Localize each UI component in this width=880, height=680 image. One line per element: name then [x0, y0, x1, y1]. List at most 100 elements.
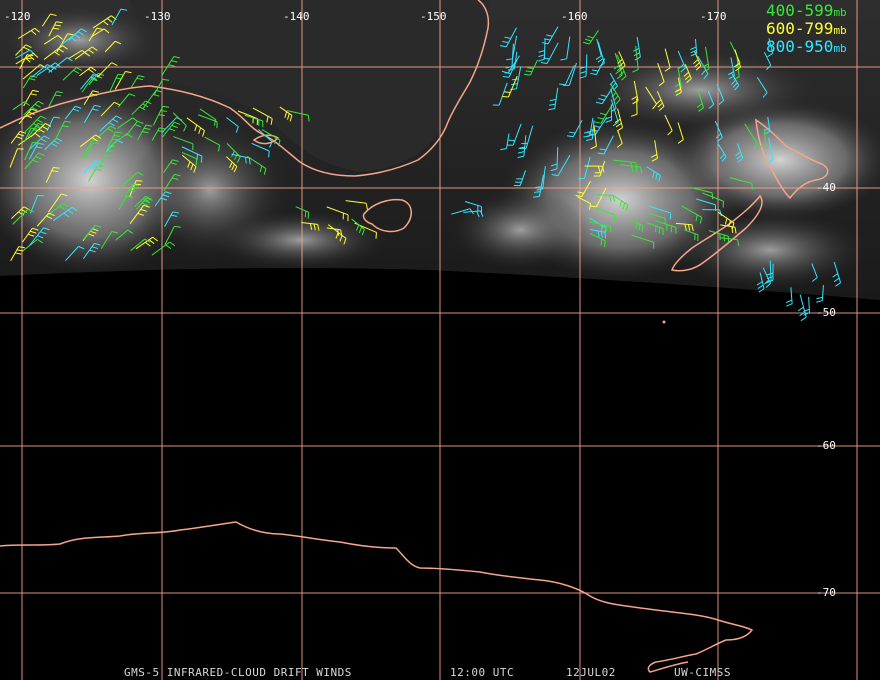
wind-barb-feather	[600, 224, 603, 231]
wind-barb	[538, 174, 544, 197]
wind-barb	[231, 153, 250, 159]
wind-barb	[596, 194, 614, 196]
wind-barb	[730, 57, 735, 76]
wind-barb	[109, 74, 119, 92]
wind-barb-feather	[111, 62, 118, 66]
wind-barb	[519, 170, 526, 186]
wind-barb-feather	[142, 131, 149, 134]
wind-barb	[226, 117, 239, 128]
wind-barb-feather	[127, 229, 134, 234]
wind-barb	[589, 232, 606, 242]
wind-barb-feather	[715, 133, 722, 139]
wind-barb	[697, 89, 705, 108]
lat-label: -40	[816, 181, 836, 194]
wind-barb-feather	[733, 76, 740, 80]
wind-barb	[181, 151, 197, 160]
wind-barb	[153, 79, 164, 96]
wind-barb-feather	[680, 67, 686, 73]
wind-barb	[246, 155, 267, 169]
wind-barb	[82, 243, 95, 260]
wind-barb-feather	[728, 220, 731, 227]
wind-barb-feather	[62, 45, 68, 50]
wind-barb-feather	[56, 91, 63, 94]
wind-barb-feather	[173, 55, 181, 59]
wind-barb	[130, 75, 139, 88]
wind-barb-feather	[165, 244, 172, 250]
wind-barb-feather	[598, 98, 605, 101]
wind-barb	[81, 139, 94, 159]
wind-barb	[74, 46, 93, 60]
wind-barb	[52, 206, 73, 222]
wind-barb-feather	[317, 224, 320, 231]
wind-barb-feather	[115, 115, 122, 120]
wind-barb-feather	[27, 208, 34, 213]
wind-barb	[734, 49, 742, 68]
wind-barb	[22, 227, 33, 243]
wind-barb-feather	[613, 95, 619, 101]
wind-barb-feather	[92, 108, 99, 111]
wind-barb-feather	[187, 161, 191, 168]
wind-barb	[694, 38, 698, 54]
wind-barb-feather	[80, 28, 87, 33]
wind-barb-feather	[57, 35, 64, 40]
wind-barb	[97, 125, 111, 139]
wind-barb-feather	[29, 55, 35, 61]
wind-barb-feather	[43, 135, 50, 140]
wind-barb	[684, 229, 699, 236]
wind-barb-feather	[194, 124, 198, 132]
wind-barb-feather	[765, 64, 772, 71]
wind-barb	[631, 234, 654, 243]
wind-barb-feather	[91, 246, 99, 250]
wind-barb	[508, 59, 518, 78]
wind-barb	[28, 143, 39, 160]
wind-barb-feather	[619, 200, 623, 208]
wind-barb	[589, 217, 607, 229]
wind-barb	[690, 187, 713, 194]
wind-barb	[613, 159, 636, 164]
wind-barb-feather	[144, 200, 151, 204]
wind-barb-feather	[145, 195, 152, 200]
wind-barb-feather	[139, 106, 146, 111]
wind-barb-feather	[195, 158, 198, 166]
wind-barb	[705, 46, 710, 70]
wind-barb-feather	[144, 238, 151, 243]
wind-barb	[583, 157, 591, 179]
wind-barb-feather	[160, 110, 168, 112]
wind-barb-feather	[597, 58, 604, 63]
wind-barb-feather	[615, 98, 621, 105]
wind-barb-feather	[165, 191, 172, 195]
wind-barb-feather	[213, 119, 217, 126]
wind-barb	[572, 119, 583, 137]
wind-barb-feather	[358, 226, 363, 234]
wind-barb-feather	[96, 27, 104, 30]
wind-barb-feather	[61, 193, 68, 197]
wind-barb-feather	[63, 212, 70, 218]
wind-barb-feather	[168, 64, 175, 67]
wind-barb	[22, 75, 32, 89]
wind-barb-feather	[202, 130, 205, 137]
wind-barb-feather	[50, 65, 57, 70]
wind-barb	[744, 123, 758, 145]
wind-barb-feather	[677, 139, 684, 144]
wind-barb-feather	[34, 27, 40, 33]
wind-barb-feather	[229, 161, 233, 169]
wind-barb-feather	[803, 312, 810, 316]
wind-barb-feather	[37, 142, 45, 145]
wind-barb-feather	[67, 209, 74, 215]
wind-barb	[181, 146, 203, 157]
wind-barb	[130, 238, 146, 252]
wind-barb-feather	[43, 227, 50, 231]
tasmania-coast	[362, 198, 412, 233]
wind-barb-feather	[655, 173, 658, 180]
wind-barb-feather	[758, 288, 765, 293]
wind-barb-feather	[533, 191, 541, 193]
wind-barb	[736, 56, 740, 77]
wind-barb-feather	[34, 132, 41, 138]
wind-barb-feather	[136, 77, 144, 81]
antarctica-coast	[0, 521, 754, 673]
wind-barb	[279, 106, 293, 116]
wind-barb-feather	[244, 157, 247, 164]
wind-barb-feather	[145, 241, 151, 247]
wind-barb-feather	[174, 173, 181, 177]
wind-barb-feather	[631, 95, 638, 100]
